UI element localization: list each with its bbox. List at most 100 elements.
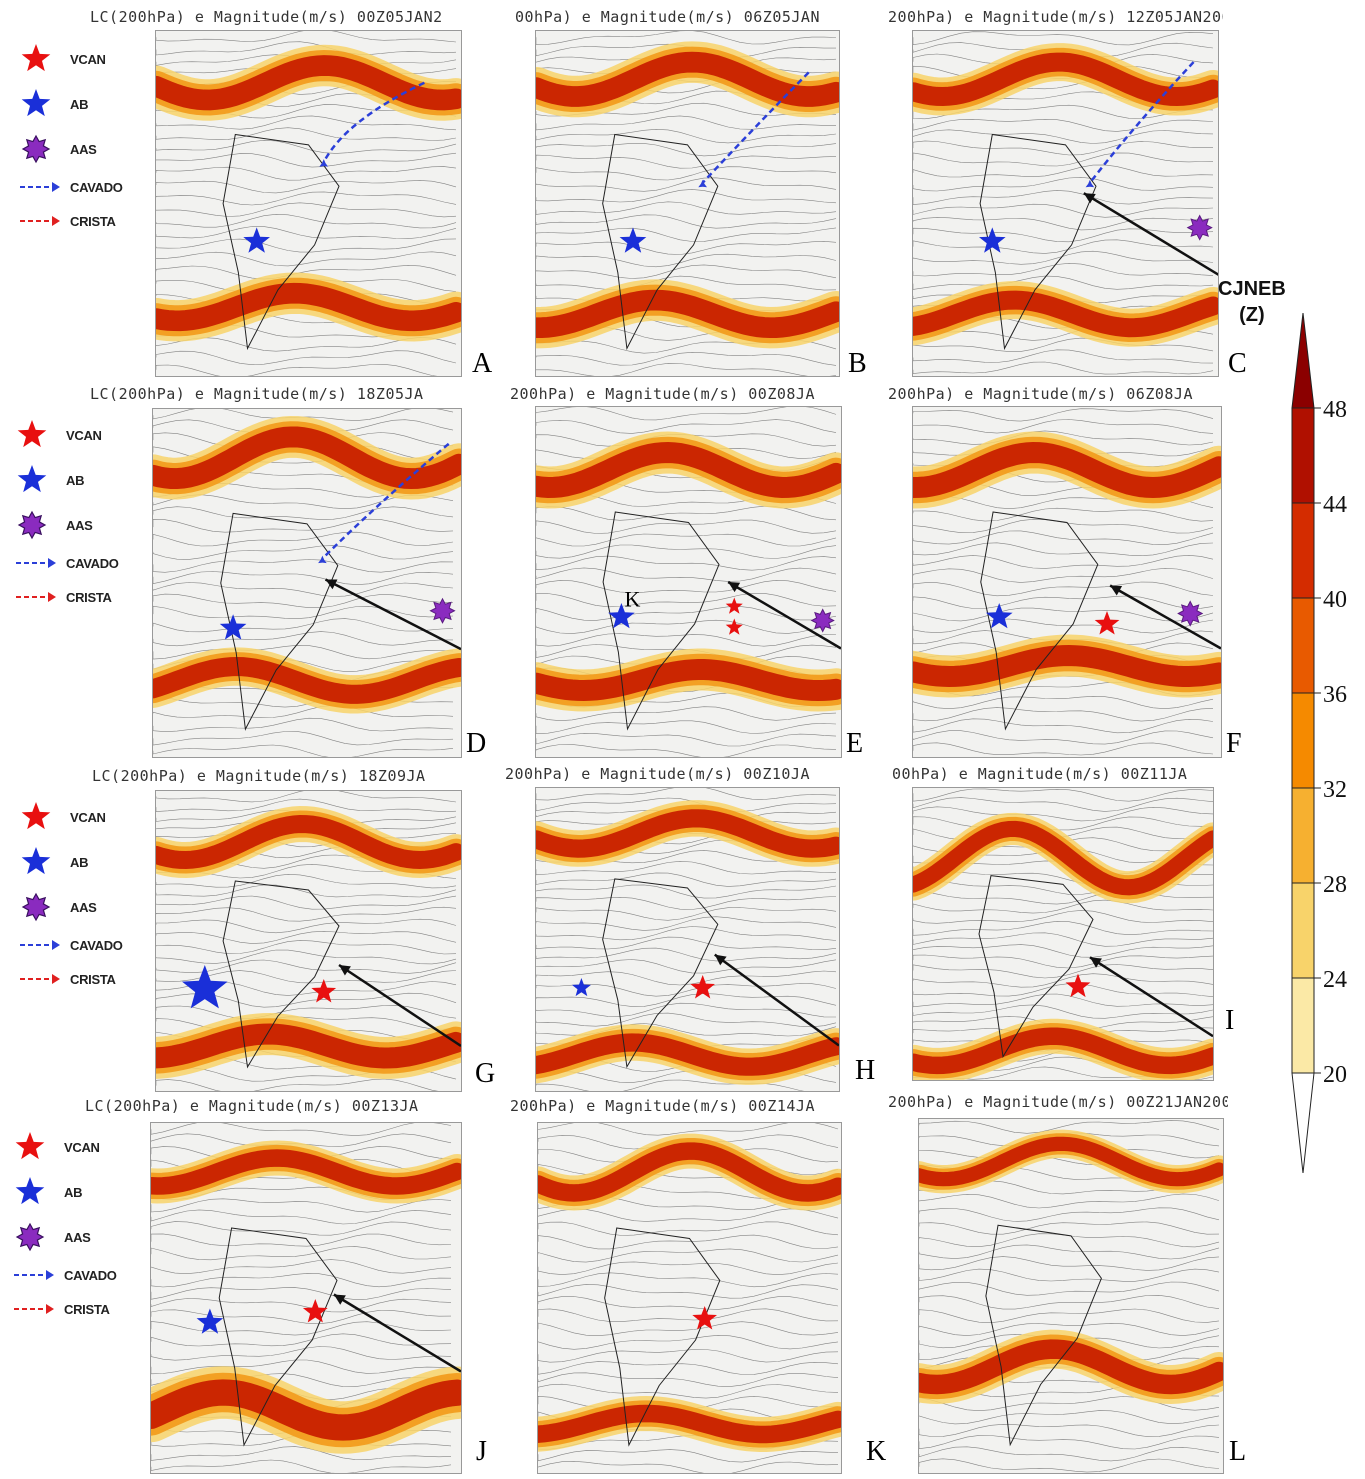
panel-label-g: G (475, 1058, 496, 1089)
legend-label-ab: AB (66, 472, 85, 488)
colorbar-top-triangle (1291, 312, 1315, 409)
jet-stream-band-south (913, 644, 1221, 688)
legend-label-crista: CRISTA (70, 213, 116, 229)
crista-arrow-icon (20, 974, 60, 984)
legend-label-vcan: VCAN (64, 1139, 100, 1155)
legend-label-cavado: CAVADO (66, 555, 119, 571)
legend-item-cavado: CAVADO (18, 170, 123, 204)
arrowhead-icon (714, 954, 727, 966)
south-america-outline (978, 875, 1094, 1059)
jet-stream-band-south (536, 659, 841, 702)
legend-item-aas: AAS (12, 1220, 91, 1254)
panel-label-i: I (1225, 1005, 1235, 1036)
cjneb-annotation: CJNEB (Z) (1218, 276, 1286, 328)
legend-item-aas: AAS (14, 508, 93, 542)
aas-star-icon (429, 597, 456, 624)
arrowhead-icon (728, 582, 741, 593)
legend-label-crista: CRISTA (64, 1301, 110, 1317)
jet-core-arrow (1109, 584, 1221, 650)
cavado-arrowhead-icon (318, 555, 327, 564)
south-america-outline (220, 512, 339, 731)
south-america-outline (604, 1227, 721, 1447)
panel-label-j: J (476, 1436, 487, 1467)
legend-item-aas: AAS (18, 132, 97, 166)
legend-label-cavado: CAVADO (64, 1267, 117, 1283)
jet-stream-band-south (536, 289, 839, 339)
cavado-trough-arrow (1088, 61, 1195, 184)
map-panel-g (155, 790, 462, 1092)
arrowhead-icon (325, 579, 338, 590)
panel-title-b: 00hPa) e Magnitude(m/s) 06Z05JAN (515, 8, 820, 26)
jet-stream-band-north (151, 1149, 461, 1195)
jet-stream-band-south (536, 1033, 839, 1076)
cavado-arrow-icon (20, 940, 60, 950)
panel-title-l: 200hPa) e Magnitude(m/s) 00Z21JAN2001 (888, 1093, 1228, 1111)
legend: VCAN AB AAS CAVADO CRISTA (18, 800, 148, 990)
legend-label-ab: AB (70, 854, 89, 870)
jet-stream-band-south (919, 1339, 1223, 1395)
colorbar-segment (1291, 882, 1315, 979)
panel-label-e: E (846, 728, 864, 759)
colorbar: 48 44 40 36 32 28 24 20 (1283, 312, 1365, 1174)
colorbar-tick-label: 40 (1323, 587, 1347, 613)
south-america-outline (602, 878, 719, 1069)
colorbar-tick-label: 48 (1323, 397, 1347, 423)
ab-star-icon (979, 227, 1006, 253)
vcan-star-icon (17, 420, 47, 448)
colorbar-tick-label: 36 (1323, 682, 1347, 708)
legend-label-vcan: VCAN (70, 51, 106, 67)
aas-star-icon (17, 510, 47, 540)
panel-label-b: B (848, 348, 867, 379)
legend-item-crista: CRISTA (12, 1292, 110, 1326)
south-america-outline (222, 133, 340, 351)
jet-stream-band-north (919, 1136, 1223, 1187)
cavado-arrow-icon (16, 558, 56, 568)
south-america-outline (980, 511, 1099, 731)
legend-label-aas: AAS (70, 899, 97, 915)
legend-label-aas: AAS (64, 1229, 91, 1245)
legend-item-ab: AB (14, 463, 84, 497)
ab-star-icon (15, 1177, 45, 1205)
cavado-trough-arrow (701, 71, 810, 184)
jet-stream-band-south (913, 290, 1218, 338)
ab-star-icon (196, 1308, 224, 1334)
panel-marker-k: K (624, 587, 640, 612)
crista-arrow-icon (14, 1304, 54, 1314)
cjneb-sublabel: (Z) (1239, 304, 1265, 326)
ab-star-icon (985, 603, 1013, 629)
vcan-star-icon (21, 44, 51, 72)
panel-label-a: A (472, 348, 493, 379)
jet-core-arrow (727, 580, 841, 650)
colorbar-segment (1291, 787, 1315, 884)
vcan-star-icon (1065, 973, 1091, 998)
legend-label-crista: CRISTA (66, 589, 112, 605)
vcan-star-icon (15, 1132, 45, 1160)
ab-star-icon (17, 465, 47, 493)
legend-item-crista: CRISTA (18, 204, 116, 238)
panel-title-c: 200hPa) e Magnitude(m/s) 12Z05JAN2001 (888, 8, 1223, 26)
panel-label-f: F (1226, 728, 1242, 759)
legend-item-vcan: VCAN (14, 418, 102, 452)
panel-title-k: 200hPa) e Magnitude(m/s) 00Z14JA (510, 1097, 815, 1115)
map-panel-h (535, 787, 840, 1092)
jet-stream-band-north (538, 1142, 841, 1202)
colorbar-segment (1291, 502, 1315, 599)
jet-core-arrow (1083, 192, 1218, 276)
jet-core-arrow (333, 1293, 461, 1373)
jet-stream-band-south (913, 1027, 1213, 1075)
colorbar-tick-label: 28 (1323, 872, 1347, 898)
vcan-star-icon (1094, 611, 1120, 635)
jet-stream-band-north (913, 441, 1221, 499)
jet-stream-band-south (156, 282, 461, 332)
legend-item-vcan: VCAN (18, 42, 106, 76)
arrowhead-icon (333, 1294, 346, 1305)
legend-label-cavado: CAVADO (70, 179, 123, 195)
cavado-arrowhead-icon (319, 159, 329, 167)
jet-stream-band-north (156, 814, 461, 870)
legend-label-crista: CRISTA (70, 971, 116, 987)
panel-label-d: D (466, 728, 487, 759)
south-america-outline (222, 880, 340, 1069)
arrowhead-icon (1110, 585, 1123, 596)
aas-star-icon (1177, 600, 1204, 627)
map-panel-e: K (535, 406, 842, 758)
